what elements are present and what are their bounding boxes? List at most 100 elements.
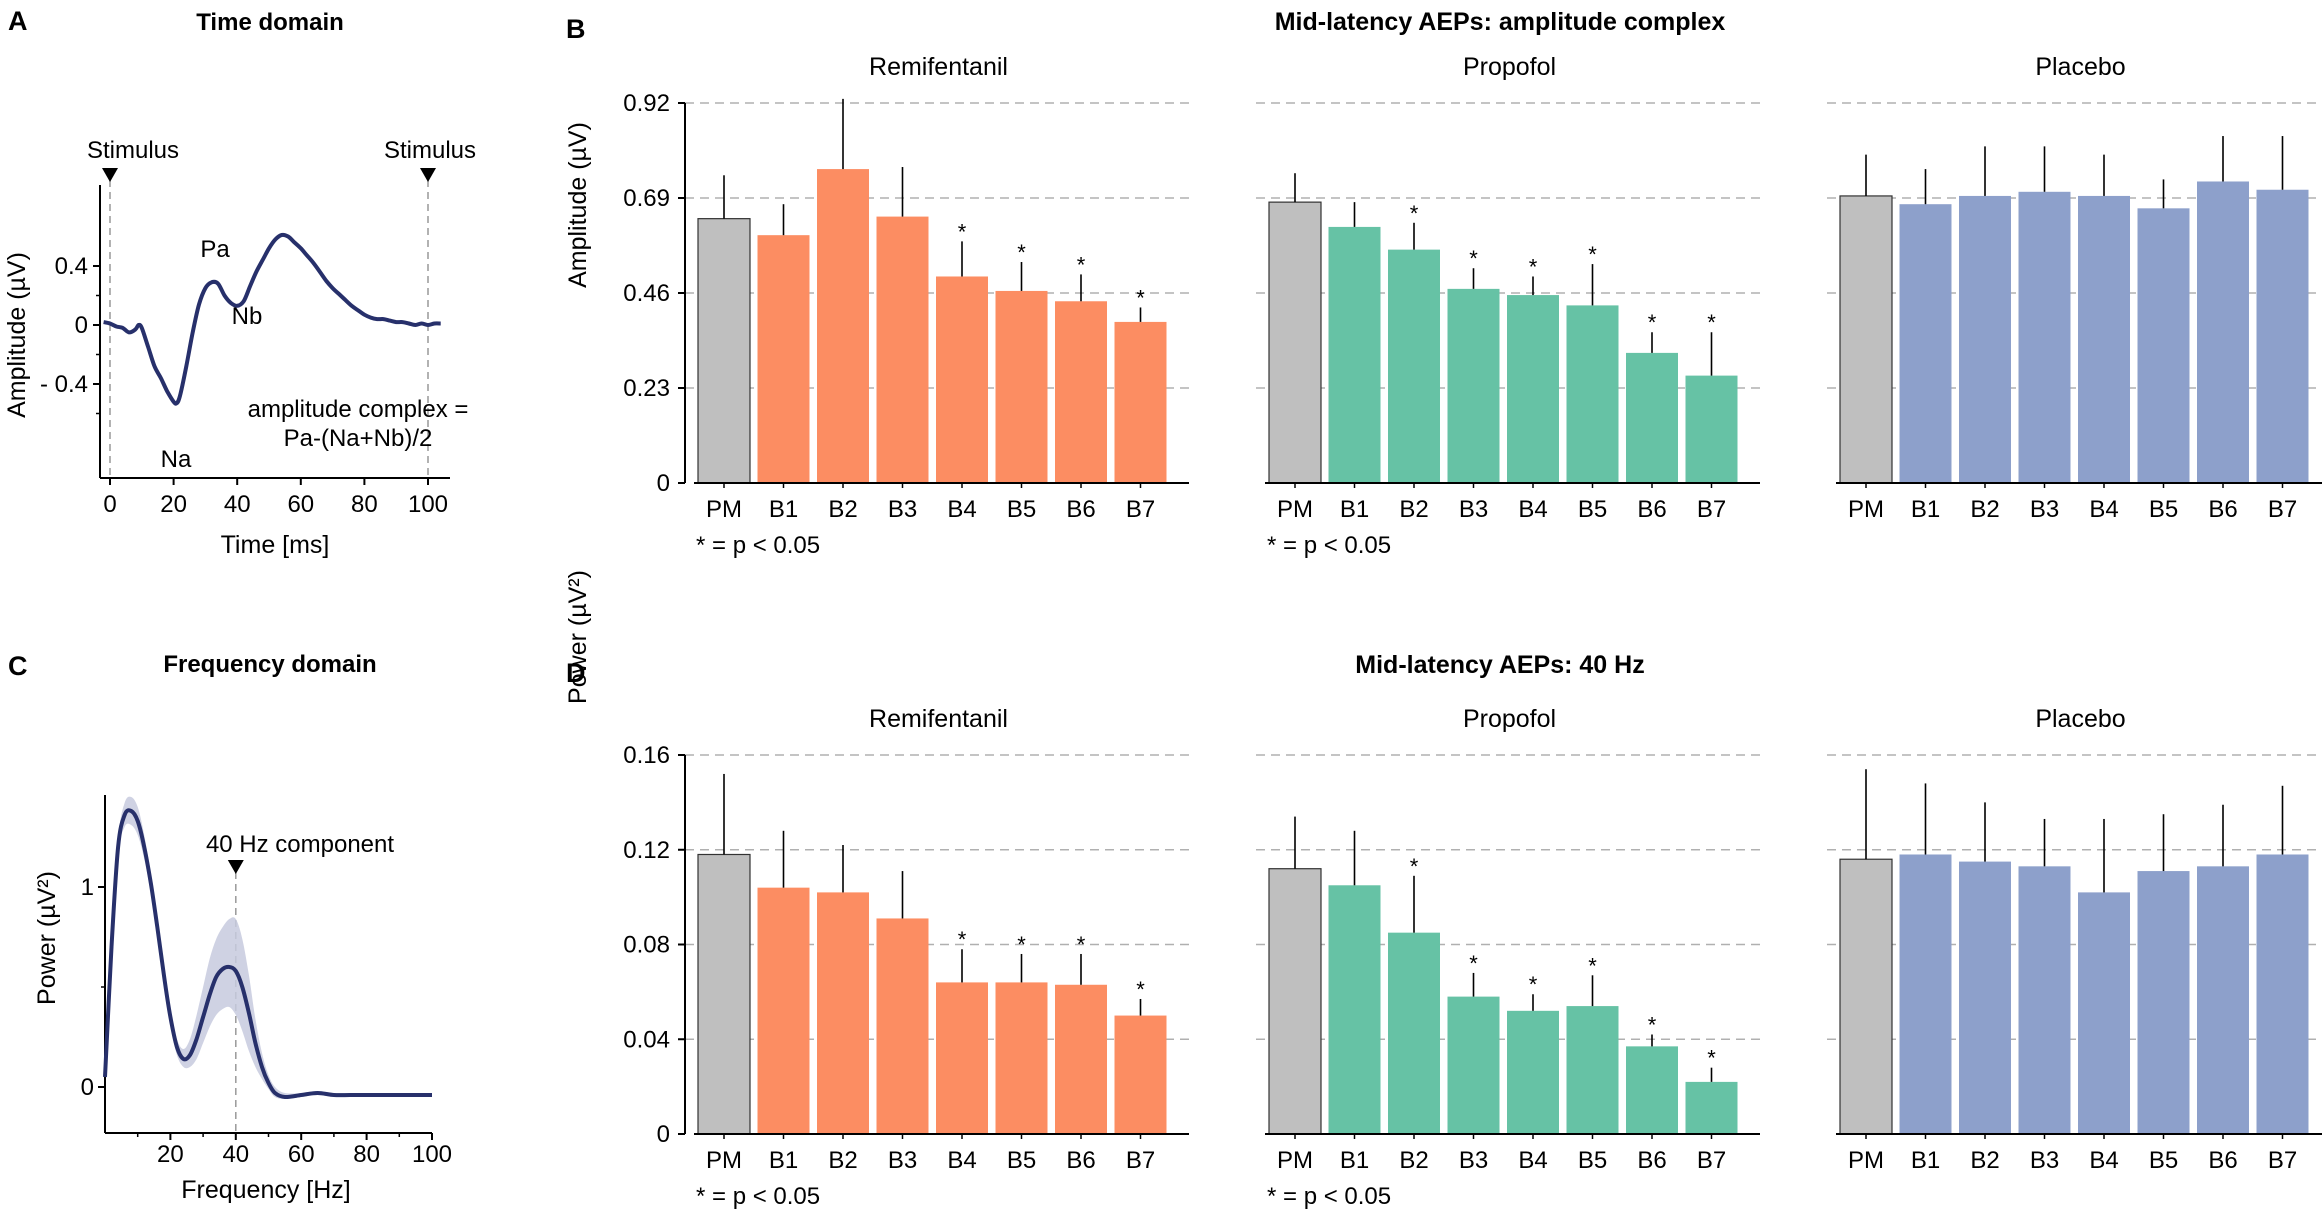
x-tick-label: B5: [2149, 496, 2178, 523]
x-tick-label: B6: [1066, 1147, 1095, 1174]
bar-remifentanil-b5: [995, 982, 1048, 1134]
bar-propofol-b2: [1388, 932, 1440, 1134]
y-tick-label: 0.16: [623, 742, 670, 769]
significance-marker: *: [1707, 310, 1716, 335]
stimulus-marker-icon: [102, 168, 118, 182]
x-tick-label: B2: [1970, 1147, 1999, 1174]
x-tick-label: B5: [1007, 1147, 1036, 1174]
bar-placebo-b4: [2078, 195, 2130, 483]
significance-marker: *: [1077, 932, 1086, 957]
x-tick-label: B3: [1459, 496, 1488, 523]
bar-placebo-b5: [2137, 871, 2190, 1134]
bar-propofol-b5: [1566, 1006, 1619, 1134]
group-title: Placebo: [2035, 705, 2125, 733]
x-tick-label: 60: [288, 1141, 315, 1168]
x-tick-label: B7: [1697, 1147, 1726, 1174]
x-tick-label: B4: [947, 1147, 976, 1174]
aep-waveform-line: [103, 232, 441, 406]
bar-placebo-b4: [2078, 892, 2130, 1134]
x-tick-label: B4: [2089, 496, 2118, 523]
panel-d: Remifentanil PM B1 B2 B3 * B4 * B5 * B6 * B7 * = p < …: [623, 705, 2322, 1210]
bar-group-placebo: Placebo PM B1 B2 B3 B4 B5 B6 B7: [1827, 705, 2322, 1174]
formula-line-2: Pa-(Na+Nb)/2: [284, 425, 433, 452]
bar-remifentanil-b4: [936, 276, 988, 483]
stimulus-marker-icon: [420, 168, 436, 182]
panel-c-y-label: Power (µV²): [33, 871, 61, 1005]
bar-placebo-b7: [2256, 854, 2309, 1134]
y-tick-label: 0.92: [623, 90, 670, 117]
significance-marker: *: [1529, 254, 1538, 279]
peak-label-pa: Pa: [200, 236, 230, 263]
bar-group-remifentanil: Remifentanil PM B1 B2 B3 * B4 * B5 * B6 * B7 * = p < …: [685, 705, 1190, 1210]
x-tick-label: B2: [1970, 496, 1999, 523]
panel-d-y-label: Power (µV²): [564, 570, 592, 704]
y-tick-label: 0: [75, 312, 88, 339]
x-tick-label: B2: [1399, 1147, 1428, 1174]
y-tick-label: 0.69: [623, 185, 670, 212]
panel-c-title: Frequency domain: [163, 651, 376, 678]
bar-placebo-b1: [1899, 854, 1952, 1134]
panel-c: 1 0 20 40 60 80 100 40 Hz component Frequency…: [33, 795, 452, 1204]
bar-propofol-b2: [1388, 249, 1440, 483]
bar-remifentanil-b6: [1055, 984, 1107, 1134]
x-tick-label: B2: [828, 496, 857, 523]
bar-propofol-b1: [1328, 226, 1381, 484]
y-tick-label: 0.46: [623, 280, 670, 307]
x-tick-label: B1: [769, 1147, 798, 1174]
x-tick-label: B1: [769, 496, 798, 523]
bar-remifentanil-b7: [1114, 321, 1167, 483]
panel-label-d: D: [566, 658, 586, 688]
bar-placebo-b2: [1959, 195, 2011, 483]
x-tick-label: B1: [1911, 496, 1940, 523]
group-title: Remifentanil: [869, 705, 1008, 733]
x-tick-label: B6: [1066, 496, 1095, 523]
bar-remifentanil-b1: [757, 235, 810, 483]
x-tick-label: B4: [2089, 1147, 2118, 1174]
y-tick-label: 0.23: [623, 375, 670, 402]
x-tick-label: B4: [947, 496, 976, 523]
bar-remifentanil-b1: [757, 887, 810, 1134]
significance-note: * = p < 0.05: [1267, 1183, 1391, 1210]
x-tick-label: B2: [1399, 496, 1428, 523]
significance-marker: *: [1469, 246, 1478, 271]
bar-group-remifentanil: Remifentanil PM B1 B2 B3 * B4 * B5 * B6 * B7 * = p < …: [685, 53, 1190, 559]
bar-propofol-b6: [1626, 1046, 1678, 1134]
x-tick-label: B2: [828, 1147, 857, 1174]
bar-placebo-b1: [1899, 204, 1952, 483]
power-spectrum-line: [103, 808, 432, 1100]
x-tick-label: B7: [1126, 1147, 1155, 1174]
y-tick-label: 1: [81, 874, 94, 901]
panel-a-title: Time domain: [196, 9, 344, 36]
x-tick-label: B6: [2208, 1147, 2237, 1174]
x-tick-label: PM: [706, 1147, 742, 1174]
y-tick-label: 0.12: [623, 837, 670, 864]
peak-label-nb: Nb: [232, 303, 263, 330]
x-tick-label: B7: [1126, 496, 1155, 523]
bar-remifentanil-b2: [817, 169, 869, 483]
x-tick-label: B1: [1340, 496, 1369, 523]
panel-b-y-label: Amplitude (µV): [564, 122, 592, 288]
x-tick-label: PM: [1848, 496, 1884, 523]
x-tick-label: 40: [224, 491, 251, 518]
significance-marker: *: [1588, 953, 1597, 978]
significance-marker: *: [1588, 242, 1597, 267]
bar-group-placebo: Placebo PM B1 B2 B3 B4 B5 B6 B7: [1827, 53, 2322, 523]
bar-placebo-pm: [1839, 195, 1893, 484]
component-label: 40 Hz component: [206, 831, 394, 858]
group-title: Placebo: [2035, 53, 2125, 81]
x-tick-label: B3: [2030, 496, 2059, 523]
panel-label-a: A: [8, 6, 28, 36]
bar-remifentanil-b7: [1114, 1015, 1167, 1134]
bar-placebo-b7: [2256, 189, 2309, 483]
bar-remifentanil-b6: [1055, 301, 1107, 483]
bar-placebo-pm: [1839, 858, 1893, 1135]
significance-marker: *: [1136, 285, 1145, 310]
x-tick-label: PM: [706, 496, 742, 523]
x-tick-label: B3: [2030, 1147, 2059, 1174]
x-tick-label: 20: [157, 1141, 184, 1168]
group-title: Remifentanil: [869, 53, 1008, 81]
significance-marker: *: [958, 219, 967, 244]
significance-note: * = p < 0.05: [696, 1183, 820, 1210]
significance-marker: *: [1410, 854, 1419, 879]
x-tick-label: B5: [2149, 1147, 2178, 1174]
